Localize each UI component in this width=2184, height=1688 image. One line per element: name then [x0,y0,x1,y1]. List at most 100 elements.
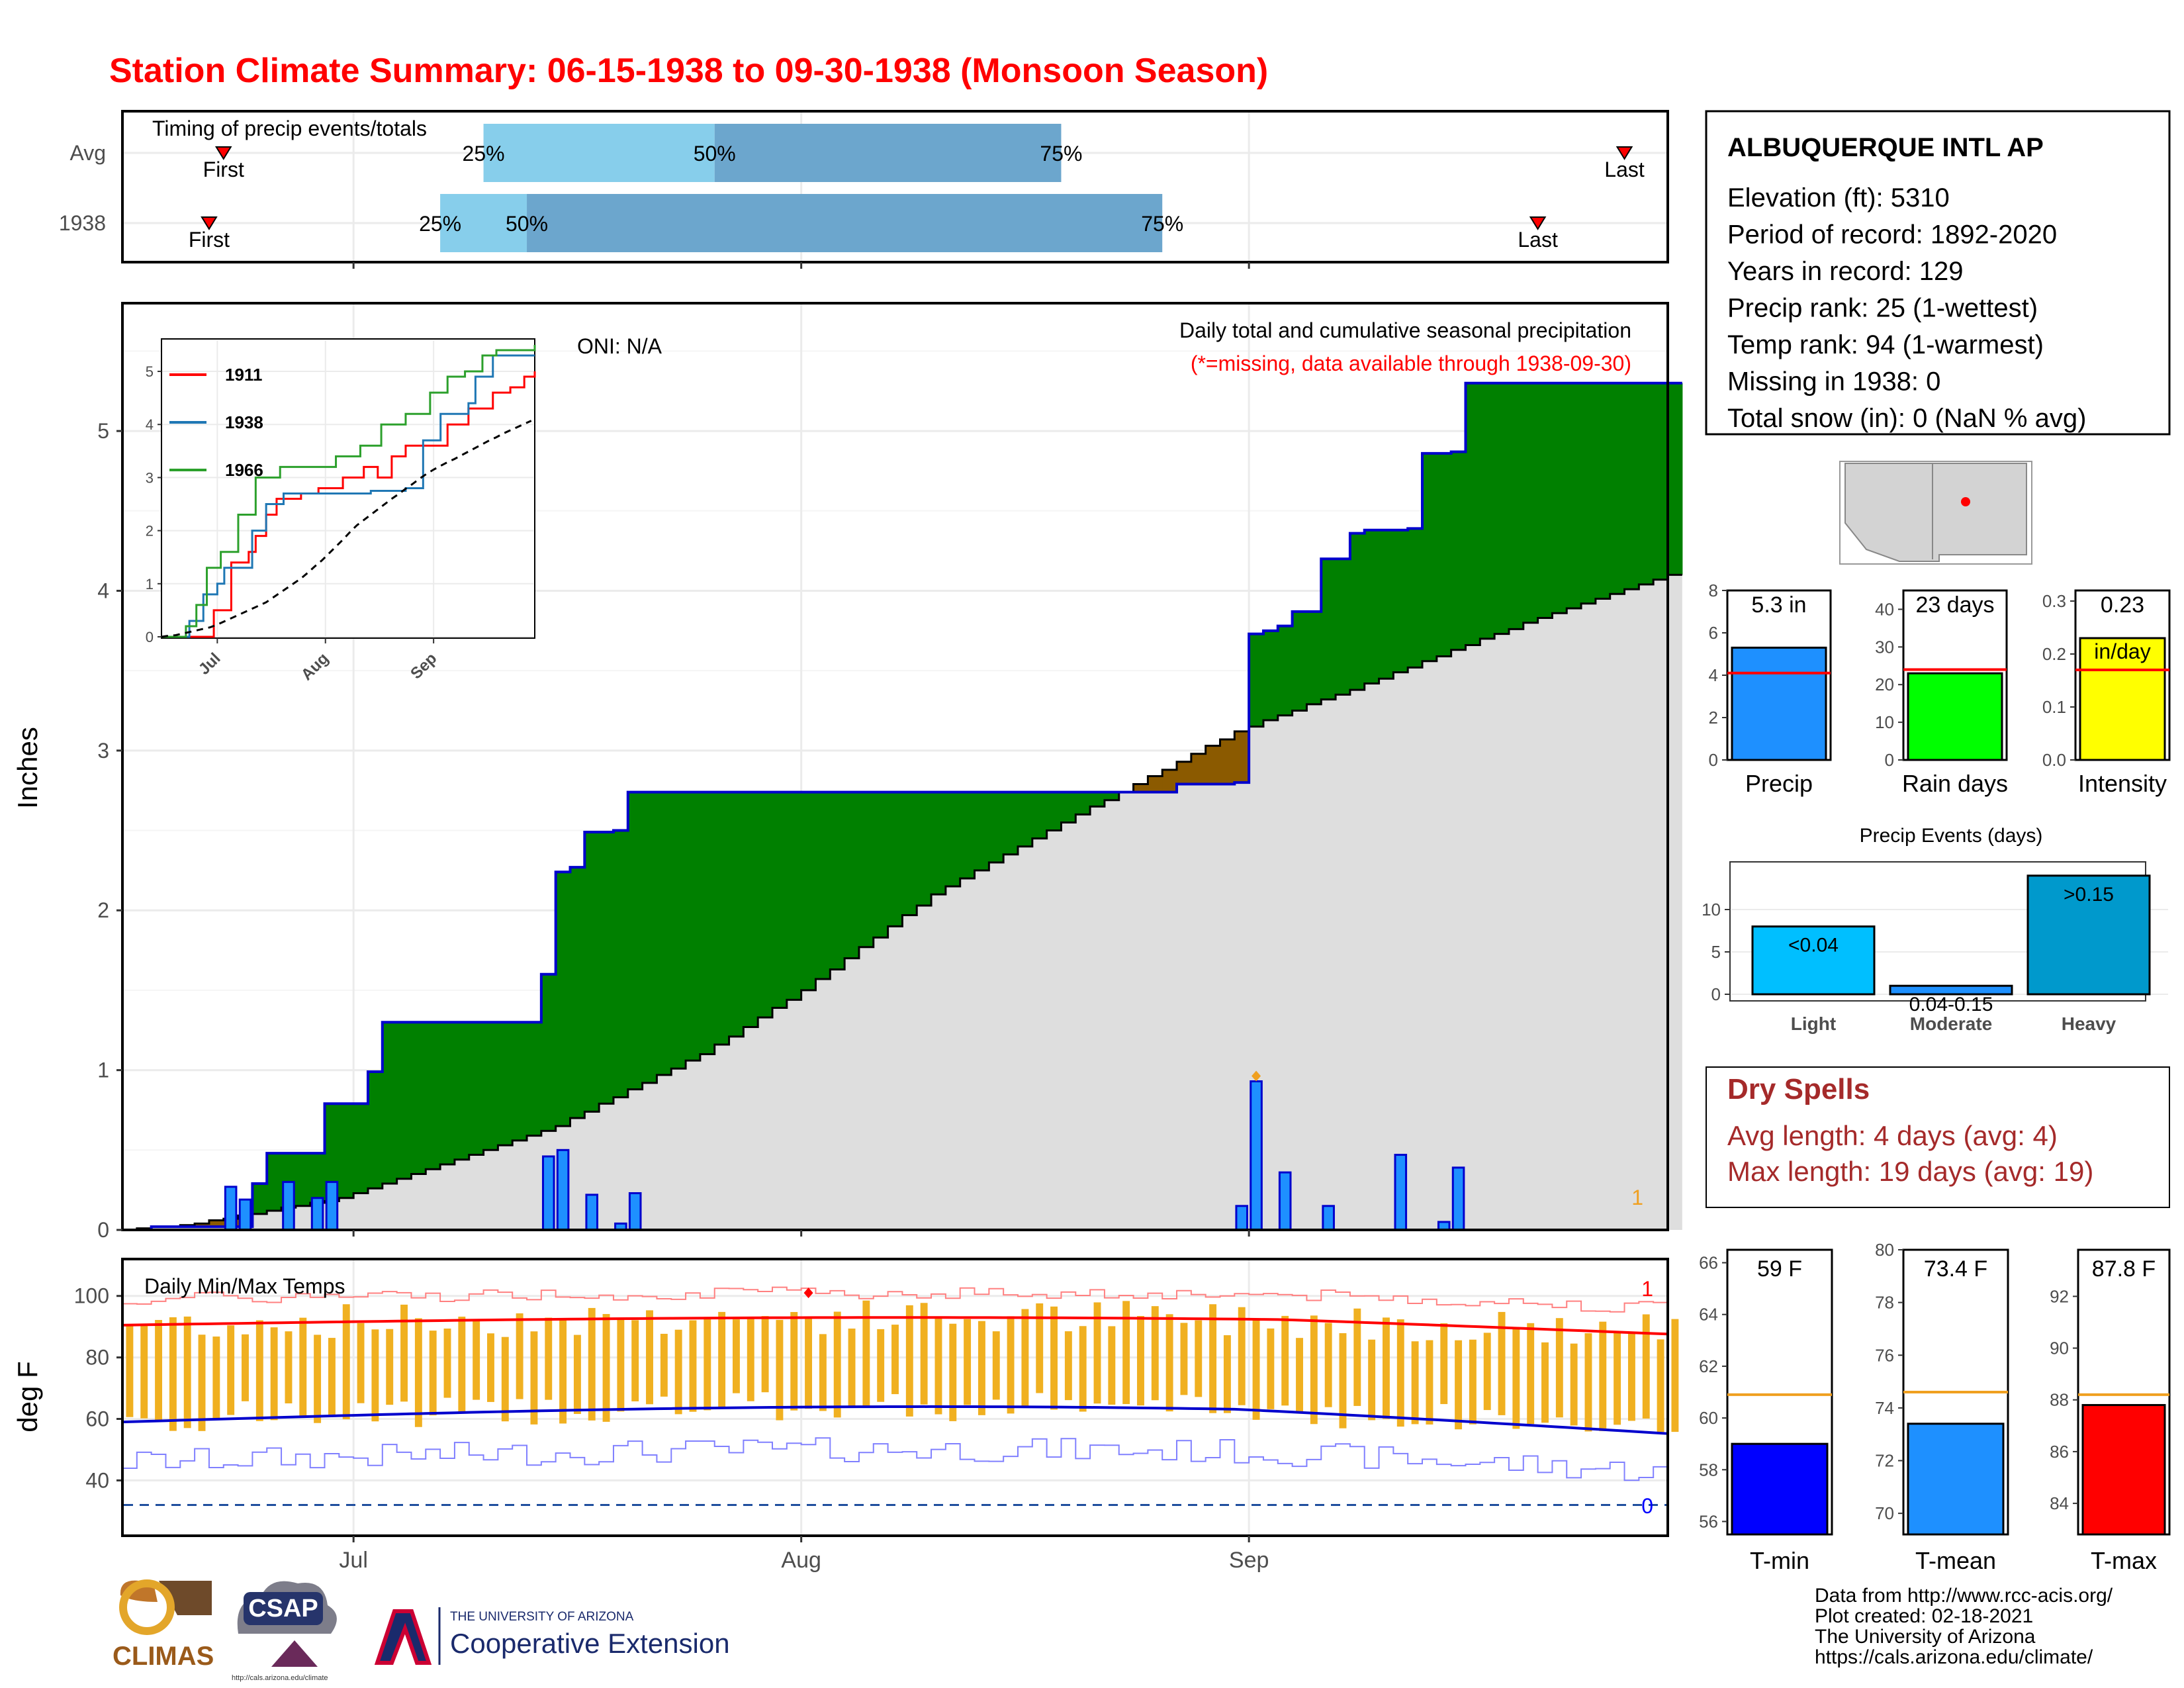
daily-precip-bar [1394,1154,1408,1231]
temp-bar-y-tick-label: 86 [2050,1442,2069,1462]
precip-surplus-segment [1552,383,1567,614]
precip-surplus-segment [743,792,758,1027]
precip-deficit-segment [208,1220,224,1227]
daily-temp-range-bar [140,1325,148,1419]
station-location-marker [1961,497,1970,506]
daily-temp-range-bar [270,1327,278,1421]
daily-temp-range-bar [1137,1316,1144,1406]
temp-bar-label: T-min [1750,1547,1809,1574]
daily-precip-bar [238,1198,252,1231]
daily-temp-range-bar [1584,1333,1592,1432]
daily-temp-range-bar [255,1320,263,1421]
precip-surplus-segment [627,792,643,1090]
daily-temp-range-bar [443,1329,451,1398]
precip-surplus-segment [454,1022,470,1160]
ua-small-text: THE UNIVERSITY OF ARIZONA [450,1610,634,1624]
events-y-tick-label: 10 [1702,900,1721,919]
precip-surplus-segment [786,792,802,1000]
csap-mountain [271,1640,318,1667]
daily-temp-range-bar [1324,1323,1332,1407]
precip-surplus-segment [830,792,845,970]
precip-surplus-segment [1336,559,1351,695]
daily-temp-range-bar [1180,1323,1188,1395]
daily-temp-range-bar [429,1331,437,1416]
precip-surplus-segment [1451,451,1467,650]
daily-precip-bar [1322,1205,1335,1231]
precip-surplus-segment [483,1022,498,1150]
station-name: ALBUQUERQUE INTL AP [1727,133,2044,162]
daily-temp-range-bar [689,1320,697,1412]
precip-y-axis-label: Inches [12,727,43,809]
events-bar [1751,925,1876,996]
summary-y-tick-label: 20 [1875,675,1894,694]
precip-surplus-segment [584,831,600,1112]
daily-temp-range-bar [964,1319,972,1405]
first-event-marker [201,216,218,230]
precip-surplus-segment [1364,530,1380,684]
last-event-marker [1529,216,1547,230]
ua-big-text: Cooperative Extension [450,1628,730,1659]
daily-temp-range-bar [877,1329,885,1402]
precip-surplus-segment [989,792,1004,863]
daily-temp-range-bar [617,1319,625,1412]
inset-y-tick-label: 5 [146,363,154,380]
temp-bar-label: T-mean [1915,1547,1996,1574]
precip-surplus-segment [1379,530,1394,679]
precip-surplus-segment [1494,383,1510,634]
precip-surplus-segment [1567,383,1582,609]
daily-temp-range-bar [602,1314,610,1422]
precip-surplus-segment [267,1153,282,1211]
events-y-tick-label: 0 [1711,984,1721,1004]
daily-temp-range-bar [328,1338,336,1417]
credit-line-4: https://cals.arizona.edu/climate/ [1815,1646,2093,1668]
daily-temp-range-bar [776,1319,784,1421]
precip-surplus-segment [252,1184,267,1214]
daily-temp-range-bar [299,1317,307,1418]
precip-surplus-segment [945,792,961,887]
average-cumulative-line [122,573,1682,1231]
daily-temp-range-bar [1368,1339,1376,1421]
summary-value-unit: in/day [2094,639,2150,663]
temp-background [122,1259,1668,1536]
precip-surplus-segment [367,1072,383,1189]
events-category-label: Moderate [1910,1013,1992,1034]
normal-low-line [122,1405,1668,1435]
events-bar-label: <0.04 [1788,935,1839,957]
x-tick-label: Aug [781,1548,821,1573]
daily-precip-bar [310,1197,324,1231]
precip-surplus-segment [512,1022,527,1141]
precip-surplus-segment [1653,383,1668,580]
temp-y-tick-label: 40 [85,1468,109,1492]
precip-y-tick-label: 0 [97,1218,109,1242]
daily-temp-range-bar [1151,1306,1159,1401]
daily-temp-range-bar [573,1335,581,1415]
daily-temp-range-bar [1195,1320,1203,1397]
precip-deficit-segment [1148,776,1163,792]
daily-temp-range-bar [819,1334,827,1411]
oni-label: ONI: N/A [577,334,662,358]
credits: Data from http://www.rcc-acis.org/ Plot … [1815,1585,2113,1668]
timing-bar-25-50 [483,124,715,182]
inset-series-1938 [161,354,535,638]
precip-surplus-segment [671,792,686,1069]
daily-temp-range-bar [183,1316,191,1429]
temp-y-axis-label: deg F [12,1361,43,1432]
events-category-label: Heavy [2062,1013,2116,1034]
timing-label-50: 50% [506,212,548,236]
precip-y-tick-label: 1 [97,1058,109,1082]
temp-bar-y-tick-label: 92 [2050,1286,2069,1306]
daily-temp-range-bar [545,1317,553,1400]
daily-temp-range-bar [805,1317,813,1409]
precip-surplus-segment [657,792,672,1075]
daily-temp-range-bar [559,1319,567,1424]
daily-temp-range-bar [342,1304,350,1420]
daily-temp-range-bar [169,1317,177,1431]
station-info-line: Years in record: 129 [1727,257,1964,286]
precip-surplus-segment [974,792,989,870]
daily-temp-range-bar [1469,1339,1477,1425]
csap-url: http://cals.arizona.edu/climate [232,1674,328,1682]
temp-value-label: 73.4 F [1924,1256,1987,1282]
summary-bar-label: Precip [1745,770,1813,797]
temp-bar-y-tick-label: 80 [1875,1240,1894,1260]
daily-temp-range-bar [718,1311,726,1408]
